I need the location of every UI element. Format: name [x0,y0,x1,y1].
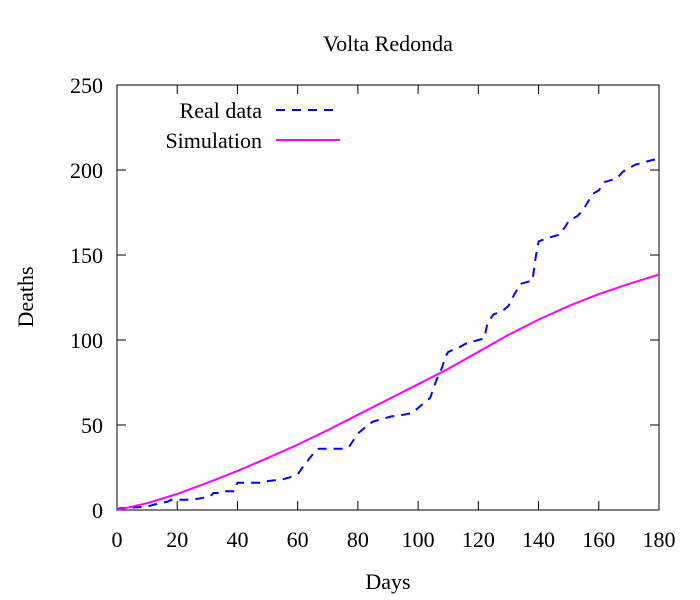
x-tick-label: 180 [643,527,676,552]
x-tick-label: 0 [112,527,123,552]
plot-frame [116,84,660,511]
y-tick-label: 200 [70,158,103,183]
y-axis-title: Deaths [13,266,38,327]
x-tick-label: 120 [462,527,495,552]
x-tick-label: 20 [166,527,188,552]
x-tick-label: 100 [402,527,435,552]
legend-label-simulation: Simulation [165,128,262,153]
x-tick-label: 60 [287,527,309,552]
y-tick-label: 250 [70,73,103,98]
x-tick-label: 140 [522,527,555,552]
legend-label-real-data: Real data [180,98,263,123]
series-line-real-data [116,158,659,511]
y-tick-label: 100 [70,328,103,353]
series-line-simulation [116,273,660,511]
x-tick-label: 40 [226,527,248,552]
x-tick-label: 160 [582,527,615,552]
legend: Real data Simulation [165,98,340,153]
x-tick-label: 80 [347,527,369,552]
chart-title: Volta Redonda [323,31,453,56]
y-tick-label: 50 [81,413,103,438]
x-axis-title: Days [365,569,410,594]
axis-ticks: 0 20 40 60 80 100 120 140 160 180 0 50 100 150 200 250 [70,73,676,552]
series-group [116,158,660,511]
y-tick-label: 0 [92,498,103,523]
y-tick-label: 150 [70,243,103,268]
